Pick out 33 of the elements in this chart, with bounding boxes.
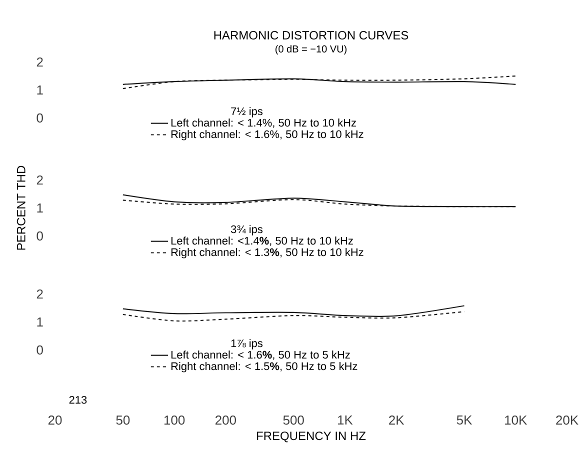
x-axis-title: FREQUENCY IN HZ [256,432,366,442]
text: 213 [69,396,87,404]
y-tick-label: 0 [36,113,43,123]
legend-label: Left channel: < 1.4%, 50 Hz to 10 kHz [171,118,356,128]
x-tick-label: 500 [283,416,304,425]
x-tick-label: 20 [48,416,62,425]
chart-title: HARMONIC DISTORTION CURVES [214,31,408,40]
legend-title: 1⅞ ips [231,339,263,350]
chart-subtitle: (0 dB = −10 VU) [276,45,347,54]
y-tick-label: 2 [36,57,43,67]
x-tick-label: 10K [505,416,528,425]
x-tick-label: 5K [456,416,472,425]
y-axis-title: PERCENT THD [16,166,26,250]
y-tick-label: 2 [36,175,43,185]
y-tick-label: 2 [36,289,43,299]
x-tick-label: 50 [116,416,130,425]
x-tick-label: 200 [215,416,236,425]
y-tick-label: 0 [36,345,43,355]
legend-label: Left channel: <1.4%, 50 Hz to 10 kHz [171,236,353,246]
legend-title: 3¾ ips [230,225,263,236]
legend-label: Right channel: < 1.6%, 50 Hz to 10 kHz [171,130,364,140]
y-tick-label: 1 [37,204,43,212]
legend-label: Right channel: < 1.3%, 50 Hz to 10 kHz [171,248,364,258]
legend-label: Right channel: < 1.5%, 50 Hz to 5 kHz [171,362,358,372]
x-tick-label: 20K [556,416,578,425]
x-tick-label: 2K [389,416,404,425]
x-tick-label: 1K [338,416,353,424]
y-tick-label: 1 [37,318,43,326]
x-tick-label: 100 [164,416,185,425]
y-tick-label: 0 [36,231,43,241]
y-tick-label: 1 [37,86,43,94]
legend-title: 7½ ips [231,107,263,118]
legend-label: Left channel: < 1.6%, 50 Hz to 5 kHz [171,350,350,360]
